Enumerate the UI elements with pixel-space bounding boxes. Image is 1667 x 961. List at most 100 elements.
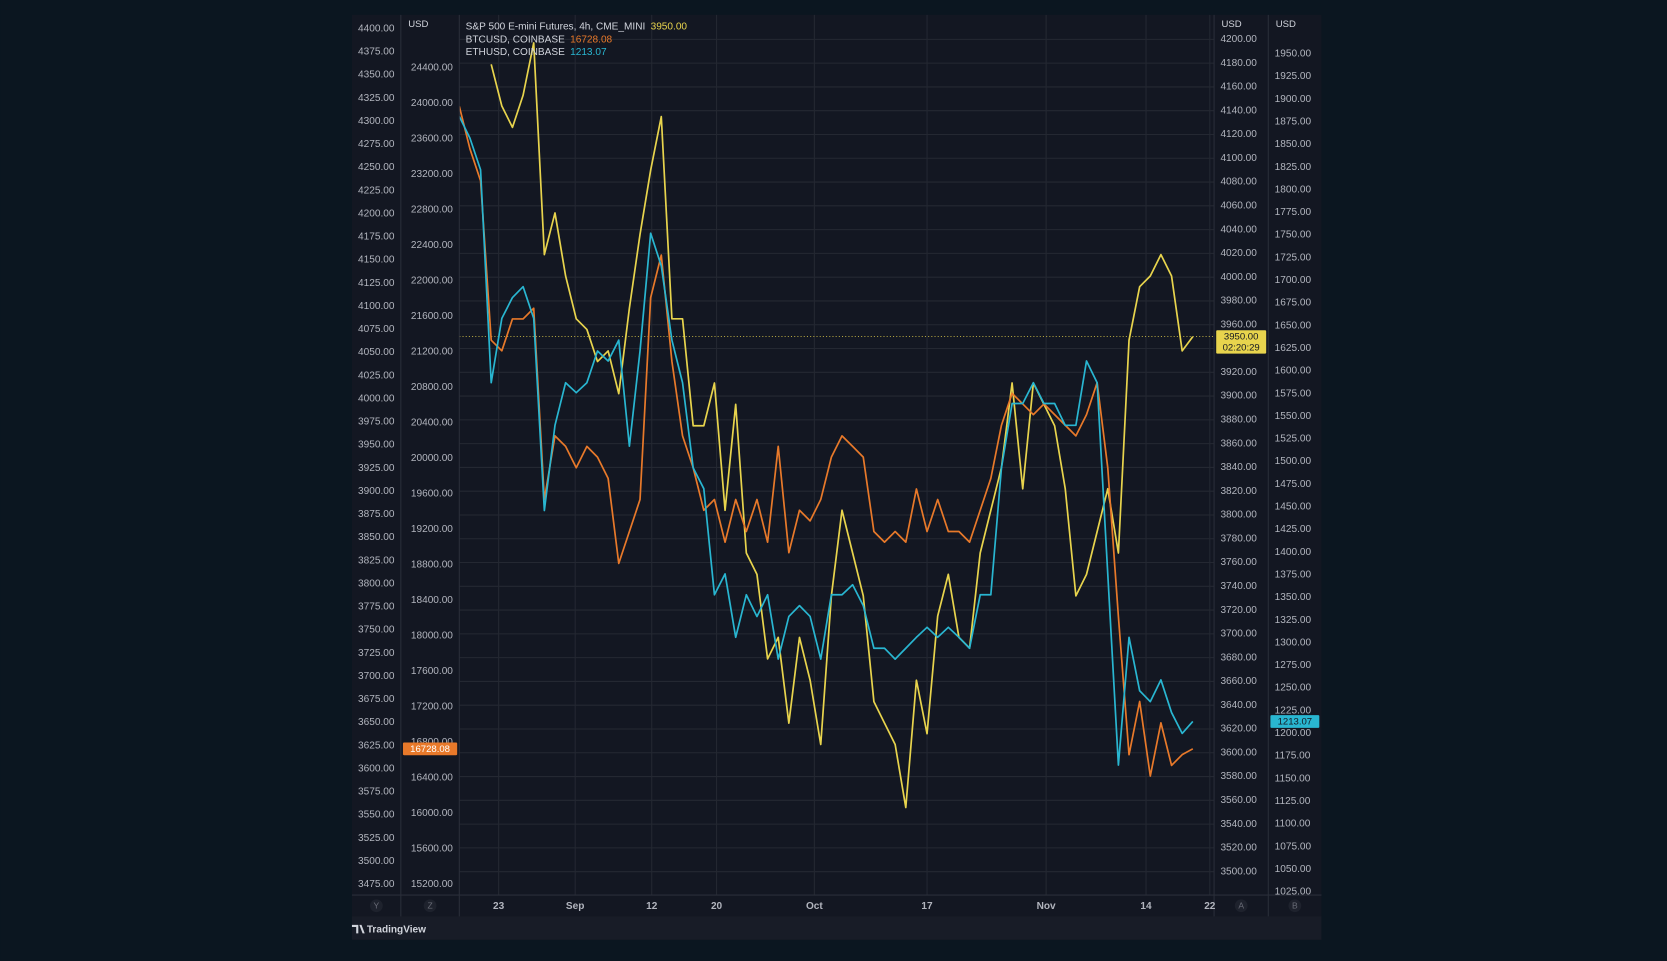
y-tick-label: 3780.00 [1220, 533, 1257, 544]
y-tick-label: 20800.00 [411, 382, 453, 393]
y-tick-label: 4350.00 [358, 70, 395, 81]
y-tick-label: 1450.00 [1275, 502, 1312, 513]
y-tick-label: 15200.00 [411, 879, 453, 890]
y-tick-label: 18800.00 [411, 560, 453, 571]
legend-value: 1213.07 [570, 47, 607, 58]
axis-letter: Y [374, 901, 380, 911]
y-tick-label: 4000.00 [1220, 272, 1257, 283]
y-tick-label: 1550.00 [1275, 411, 1312, 422]
y-tick-label: 1800.00 [1275, 184, 1312, 195]
y-tick-label: 4125.00 [358, 278, 395, 289]
axis-letter: Z [427, 901, 432, 911]
y-tick-label: 4040.00 [1220, 224, 1257, 235]
price-badge-label: 16728.08 [410, 744, 450, 755]
y-tick-label: 3680.00 [1220, 652, 1257, 663]
axis-unit: USD [1222, 19, 1242, 30]
y-tick-label: 3750.00 [358, 625, 395, 636]
footer-bar [351, 916, 1322, 940]
x-tick-label: 20 [711, 901, 723, 912]
y-tick-label: 1125.00 [1275, 796, 1311, 807]
y-tick-label: 1100.00 [1275, 819, 1311, 830]
y-tick-label: 3975.00 [358, 417, 395, 428]
y-tick-label: 4080.00 [1220, 177, 1257, 188]
x-tick-label: 23 [493, 901, 505, 912]
y-tick-label: 1625.00 [1275, 343, 1312, 354]
axis-letter: B [1292, 901, 1298, 911]
y-tick-label: 1725.00 [1275, 252, 1312, 263]
y-tick-label: 23600.00 [411, 134, 453, 145]
y-tick-label: 1675.00 [1275, 298, 1312, 309]
axis-letter-badge [370, 899, 383, 913]
legend-entry: BTCUSD, COINBASE 16728.08 [466, 34, 613, 45]
y-tick-label: 23200.00 [411, 169, 453, 180]
panel [351, 14, 1322, 940]
y-tick-label: 3600.00 [358, 763, 395, 774]
y-tick-label: 3800.00 [358, 578, 395, 589]
y-tick-label: 3900.00 [358, 486, 395, 497]
axes: 4400.00 4375.00 4350.00 4325.00 4300.00 4275.… [351, 14, 1322, 917]
x-tick-label: Nov [1037, 901, 1056, 912]
y-tick-label: 3500.00 [358, 856, 395, 867]
y-tick-label: 4100.00 [358, 301, 395, 312]
y-tick-label: 4200.00 [1220, 34, 1257, 45]
y-tick-label: 4150.00 [358, 255, 395, 266]
y-tick-label: 3825.00 [358, 555, 395, 566]
legend-entry: ETHUSD, COINBASE 1213.07 [466, 47, 607, 58]
y-tick-label: 3960.00 [1220, 319, 1257, 330]
x-tick-label: Oct [806, 901, 823, 912]
series-line [459, 106, 1194, 777]
y-tick-label: 3675.00 [358, 694, 395, 705]
y-tick-label: 3760.00 [1220, 557, 1257, 568]
y-tick-label: 1025.00 [1275, 887, 1312, 898]
axis-letter-badge [1288, 899, 1302, 913]
y-tick-label: 4160.00 [1220, 82, 1257, 93]
y-tick-label: 3500.00 [1220, 866, 1257, 877]
y-tick-label: 3860.00 [1220, 438, 1257, 449]
y-tick-label: 1850.00 [1275, 139, 1312, 150]
y-tick-label: 4175.00 [358, 232, 395, 243]
countdown-label: 02:20:29 [1223, 342, 1260, 353]
y-tick-label: 1175.00 [1275, 751, 1311, 762]
y-tick-label: 3575.00 [358, 787, 395, 798]
y-tick-label: 4325.00 [358, 93, 395, 104]
y-tick-label: 1700.00 [1275, 275, 1312, 286]
y-tick-label: 4400.00 [358, 23, 395, 34]
axis-unit: USD [1276, 19, 1296, 30]
series-line [490, 42, 1194, 809]
y-tick-label: 1375.00 [1275, 569, 1312, 580]
y-tick-label: 3900.00 [1220, 391, 1257, 402]
x-tick-label: 17 [921, 901, 933, 912]
y-tick-label: 1325.00 [1275, 615, 1312, 626]
price-badge [1216, 330, 1267, 354]
y-tick-label: 4225.00 [358, 185, 395, 196]
y-tick-label: 3580.00 [1220, 771, 1257, 782]
x-tick-label: 22 [1204, 901, 1216, 912]
x-tick-label: 12 [646, 901, 658, 912]
y-tick-label: 18400.00 [411, 595, 453, 606]
y-tick-label: 3880.00 [1220, 415, 1257, 426]
y-tick-label: 4275.00 [358, 139, 395, 150]
y-tick-label: 4200.00 [358, 208, 395, 219]
axis-letter: A [1238, 901, 1244, 911]
y-tick-label: 17200.00 [411, 702, 453, 713]
y-tick-label: 1300.00 [1275, 637, 1312, 648]
y-tick-label: 22000.00 [411, 276, 453, 287]
y-tick-label: 4120.00 [1220, 129, 1257, 140]
y-tick-label: 21200.00 [411, 347, 453, 358]
y-tick-label: 1575.00 [1275, 388, 1312, 399]
y-tick-label: 3475.00 [358, 879, 395, 890]
y-tick-label: 3820.00 [1220, 486, 1257, 497]
price-badge-label: 3950.00 [1224, 332, 1259, 343]
y-tick-label: 3950.00 [358, 440, 395, 451]
y-tick-label: 1750.00 [1275, 230, 1312, 241]
y-tick-label: 4180.00 [1220, 58, 1257, 69]
legend-name: BTCUSD, COINBASE [466, 34, 565, 45]
y-tick-label: 3550.00 [358, 810, 395, 821]
y-tick-label: 24000.00 [411, 98, 453, 109]
y-tick-label: 16000.00 [411, 808, 453, 819]
y-tick-label: 1050.00 [1275, 864, 1312, 875]
y-tick-label: 17600.00 [411, 666, 453, 677]
y-tick-label: 1425.00 [1275, 524, 1312, 535]
y-tick-label: 4100.00 [1220, 153, 1257, 164]
